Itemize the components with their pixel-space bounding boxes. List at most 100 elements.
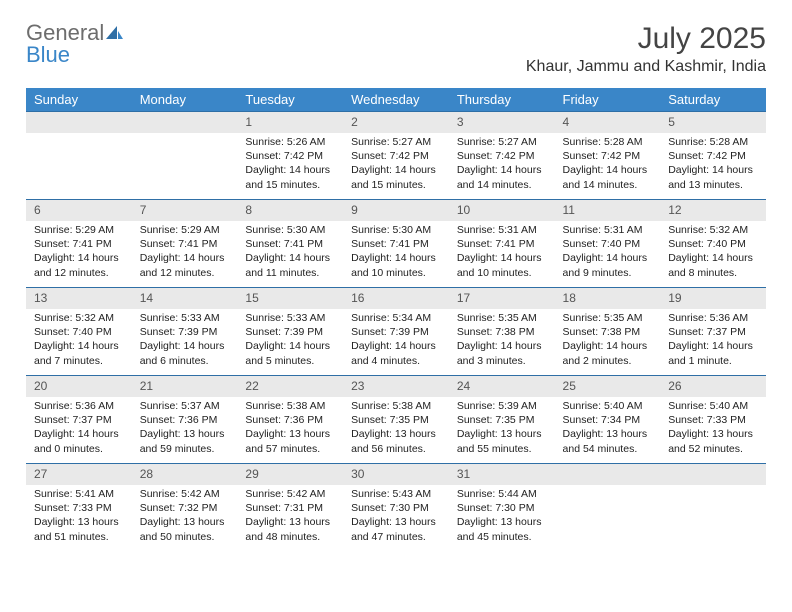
day-number: 24 xyxy=(449,376,555,398)
day-cell: Sunrise: 5:35 AMSunset: 7:38 PMDaylight:… xyxy=(449,309,555,376)
daylight-text: Daylight: 14 hours xyxy=(351,339,441,353)
sunrise-text: Sunrise: 5:28 AM xyxy=(668,135,758,149)
sunset-text: Sunset: 7:40 PM xyxy=(668,237,758,251)
day-cell: Sunrise: 5:27 AMSunset: 7:42 PMDaylight:… xyxy=(449,133,555,200)
daylight-text: Daylight: 14 hours xyxy=(563,163,653,177)
daylight-text: Daylight: 13 hours xyxy=(457,427,547,441)
day-detail-row: Sunrise: 5:26 AMSunset: 7:42 PMDaylight:… xyxy=(26,133,766,200)
sunrise-text: Sunrise: 5:37 AM xyxy=(140,399,230,413)
day-cell: Sunrise: 5:33 AMSunset: 7:39 PMDaylight:… xyxy=(237,309,343,376)
sunrise-text: Sunrise: 5:42 AM xyxy=(140,487,230,501)
daylight-text: and 55 minutes. xyxy=(457,442,547,456)
sunrise-text: Sunrise: 5:33 AM xyxy=(140,311,230,325)
daylight-text: Daylight: 14 hours xyxy=(245,251,335,265)
day-detail-row: Sunrise: 5:29 AMSunset: 7:41 PM Daylight:… xyxy=(26,221,766,288)
day-cell: Sunrise: 5:44 AMSunset: 7:30 PMDaylight:… xyxy=(449,485,555,551)
day-cell: Sunrise: 5:34 AMSunset: 7:39 PMDaylight:… xyxy=(343,309,449,376)
sunrise-text: Sunrise: 5:41 AM xyxy=(34,487,124,501)
day-number-row: 2728293031 xyxy=(26,464,766,486)
sunset-text: Sunset: 7:42 PM xyxy=(668,149,758,163)
daylight-text: Daylight: 14 hours xyxy=(457,339,547,353)
sunset-text: Sunset: 7:40 PM xyxy=(34,325,124,339)
daylight-text: and 15 minutes. xyxy=(351,178,441,192)
daylight-text: Daylight: 14 hours xyxy=(668,163,758,177)
sunset-text: Sunset: 7:40 PM xyxy=(563,237,653,251)
daylight-text: and 47 minutes. xyxy=(351,530,441,544)
sunrise-text: Sunrise: 5:36 AM xyxy=(34,399,124,413)
daylight-text: Daylight: 14 hours xyxy=(563,339,653,353)
day-number: 2 xyxy=(343,112,449,134)
day-header-row: Sunday Monday Tuesday Wednesday Thursday… xyxy=(26,88,766,112)
day-header: Tuesday xyxy=(237,88,343,112)
day-cell: Sunrise: 5:27 AMSunset: 7:42 PMDaylight:… xyxy=(343,133,449,200)
day-number xyxy=(132,112,238,134)
sunset-text: Sunset: 7:32 PM xyxy=(140,501,230,515)
daylight-text: Daylight: 13 hours xyxy=(457,515,547,529)
day-cell xyxy=(660,485,766,551)
daylight-text: Daylight: 14 hours xyxy=(140,339,230,353)
daylight-text: Daylight: 13 hours xyxy=(140,515,230,529)
day-cell: Sunrise: 5:42 AMSunset: 7:32 PMDaylight:… xyxy=(132,485,238,551)
sunset-text: Sunset: 7:41 PM xyxy=(140,237,230,251)
day-number: 6 xyxy=(26,200,132,222)
day-cell xyxy=(26,133,132,200)
daylight-text: and 56 minutes. xyxy=(351,442,441,456)
sunrise-text: Sunrise: 5:42 AM xyxy=(245,487,335,501)
daylight-text: and 6 minutes. xyxy=(140,354,230,368)
sunrise-text: Sunrise: 5:29 AM xyxy=(140,223,230,237)
sunset-text: Sunset: 7:33 PM xyxy=(668,413,758,427)
daylight-text: and 14 minutes. xyxy=(457,178,547,192)
day-number: 30 xyxy=(343,464,449,486)
day-number: 5 xyxy=(660,112,766,134)
daylight-text: Daylight: 14 hours xyxy=(245,163,335,177)
daylight-text: and 12 minutes. xyxy=(34,266,124,280)
day-cell: Sunrise: 5:36 AMSunset: 7:37 PMDaylight:… xyxy=(26,397,132,464)
daylight-text: and 48 minutes. xyxy=(245,530,335,544)
day-number: 19 xyxy=(660,288,766,310)
sunrise-text: Sunrise: 5:39 AM xyxy=(457,399,547,413)
daylight-text: Daylight: 13 hours xyxy=(245,515,335,529)
day-number: 20 xyxy=(26,376,132,398)
sunrise-text: Sunrise: 5:33 AM xyxy=(245,311,335,325)
day-number-row: 20212223242526 xyxy=(26,376,766,398)
calendar-table: Sunday Monday Tuesday Wednesday Thursday… xyxy=(26,88,766,551)
header: General Blue July 2025 Khaur, Jammu and … xyxy=(26,22,766,76)
daylight-text: and 5 minutes. xyxy=(245,354,335,368)
day-number: 18 xyxy=(555,288,661,310)
day-number: 13 xyxy=(26,288,132,310)
sunset-text: Sunset: 7:42 PM xyxy=(245,149,335,163)
daylight-text: and 10 minutes. xyxy=(457,266,547,280)
day-number: 7 xyxy=(132,200,238,222)
daylight-text: and 8 minutes. xyxy=(668,266,758,280)
daylight-text: and 13 minutes. xyxy=(668,178,758,192)
day-number-row: 12345 xyxy=(26,112,766,134)
daylight-text: and 10 minutes. xyxy=(351,266,441,280)
sunset-text: Sunset: 7:35 PM xyxy=(457,413,547,427)
daylight-text: Daylight: 14 hours xyxy=(563,251,653,265)
day-header: Sunday xyxy=(26,88,132,112)
daylight-text: and 12 minutes. xyxy=(140,266,230,280)
day-cell: Sunrise: 5:29 AMSunset: 7:41 PMDaylight:… xyxy=(132,221,238,288)
daylight-text: Daylight: 14 hours xyxy=(34,339,124,353)
sunset-text: Sunset: 7:30 PM xyxy=(457,501,547,515)
day-cell: Sunrise: 5:29 AMSunset: 7:41 PMDaylight:… xyxy=(26,221,132,288)
sunrise-text: Sunrise: 5:27 AM xyxy=(351,135,441,149)
day-cell: Sunrise: 5:33 AMSunset: 7:39 PMDaylight:… xyxy=(132,309,238,376)
sunset-text: Sunset: 7:42 PM xyxy=(563,149,653,163)
daylight-text: and 4 minutes. xyxy=(351,354,441,368)
day-number: 10 xyxy=(449,200,555,222)
day-number: 8 xyxy=(237,200,343,222)
day-number: 17 xyxy=(449,288,555,310)
daylight-text: Daylight: 14 hours xyxy=(34,251,124,265)
location: Khaur, Jammu and Kashmir, India xyxy=(526,58,766,76)
daylight-text: and 1 minute. xyxy=(668,354,758,368)
sunrise-text: Sunrise: 5:40 AM xyxy=(563,399,653,413)
sunset-text: Sunset: 7:31 PM xyxy=(245,501,335,515)
daylight-text: Daylight: 14 hours xyxy=(245,339,335,353)
sunrise-text: Sunrise: 5:38 AM xyxy=(351,399,441,413)
day-number: 4 xyxy=(555,112,661,134)
sunrise-text: Sunrise: 5:31 AM xyxy=(457,223,547,237)
day-cell xyxy=(132,133,238,200)
daylight-text: and 57 minutes. xyxy=(245,442,335,456)
daylight-text: and 50 minutes. xyxy=(140,530,230,544)
